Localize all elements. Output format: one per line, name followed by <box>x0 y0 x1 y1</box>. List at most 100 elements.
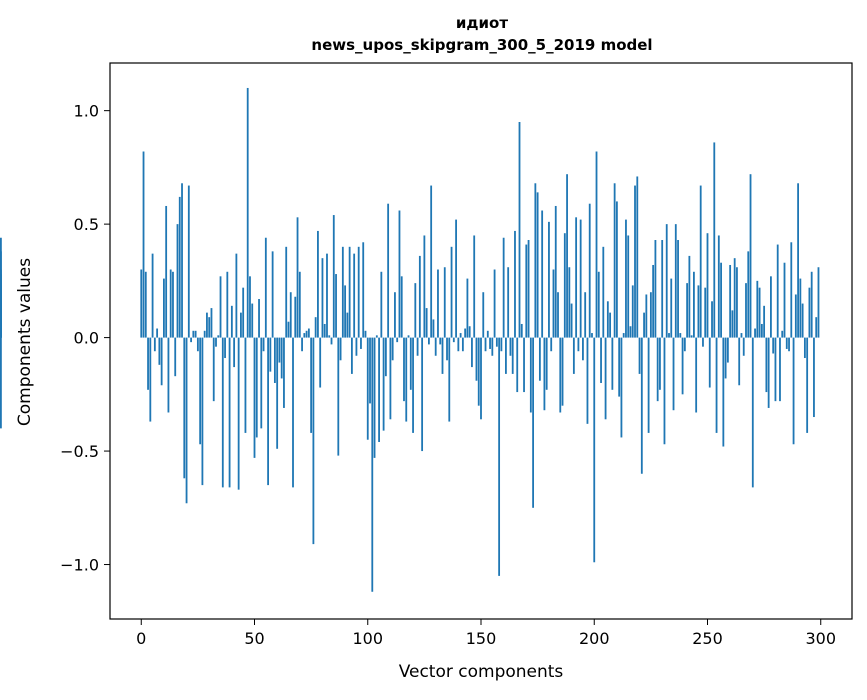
bar <box>328 335 331 338</box>
bar <box>443 267 446 338</box>
bar <box>538 337 541 381</box>
bar <box>620 337 623 438</box>
bar <box>430 185 433 338</box>
bar <box>742 337 745 356</box>
bar <box>219 276 222 338</box>
bar <box>287 321 290 338</box>
bar <box>224 337 226 359</box>
bar <box>561 337 564 406</box>
bar <box>208 317 211 338</box>
bar <box>307 328 310 338</box>
bar <box>663 337 666 445</box>
bar <box>228 337 231 488</box>
bar <box>233 337 236 368</box>
bar <box>649 292 652 338</box>
bar <box>536 192 539 338</box>
bar <box>679 333 682 338</box>
bar <box>226 271 229 338</box>
bar <box>799 278 802 338</box>
bar <box>670 278 673 338</box>
bar <box>217 335 220 338</box>
bar <box>178 196 181 338</box>
bar <box>360 337 362 349</box>
bar <box>416 337 419 356</box>
bar <box>736 267 738 338</box>
bar <box>369 337 371 404</box>
bar <box>371 337 374 592</box>
x-tick-label: 100 <box>352 629 383 648</box>
bar <box>622 333 625 338</box>
bar <box>668 333 670 338</box>
bar <box>523 337 525 393</box>
bar <box>330 337 333 345</box>
bar <box>577 337 580 352</box>
bar <box>457 337 460 352</box>
bar <box>355 337 358 356</box>
bar <box>715 337 718 433</box>
bar <box>606 301 609 338</box>
bar <box>335 274 337 338</box>
y-axis-label: Components values <box>15 258 35 426</box>
bar <box>597 271 600 338</box>
bar <box>387 203 390 338</box>
bar <box>593 337 596 563</box>
bar <box>446 337 448 361</box>
bar <box>552 269 555 338</box>
bar <box>403 337 405 402</box>
bar <box>181 183 183 338</box>
bar <box>568 267 571 338</box>
bar <box>625 219 627 338</box>
bar <box>790 242 793 338</box>
bar <box>758 287 761 338</box>
bar <box>294 296 297 338</box>
bar <box>699 185 702 338</box>
bar <box>724 337 727 379</box>
bar <box>681 337 684 395</box>
bar <box>364 330 367 338</box>
bar <box>693 271 695 338</box>
bar <box>199 337 202 445</box>
bar <box>480 337 482 420</box>
bar <box>312 337 315 545</box>
bar <box>285 246 288 338</box>
bar <box>194 330 197 338</box>
x-axis-ticks: 0 50 100 150 200 250 300 <box>136 619 836 648</box>
bar <box>237 337 240 490</box>
bar <box>688 255 691 338</box>
bar <box>160 337 163 386</box>
bar <box>751 337 754 488</box>
bar <box>511 337 514 374</box>
bar <box>584 292 587 338</box>
chart-subtitle: news_upos_skipgram_300_5_2019 model <box>311 36 652 54</box>
bar <box>176 224 179 338</box>
bar <box>738 337 741 386</box>
bar <box>781 330 784 338</box>
bar <box>726 337 729 363</box>
bar <box>201 337 204 486</box>
bar <box>246 87 249 338</box>
bar <box>783 262 786 338</box>
bar <box>808 287 811 338</box>
bar <box>813 337 815 418</box>
bar <box>169 269 172 338</box>
bar <box>310 337 313 433</box>
bar <box>428 337 430 345</box>
bar <box>661 240 664 338</box>
bar <box>776 244 779 338</box>
bar <box>559 337 562 413</box>
bar <box>151 253 154 338</box>
bar <box>0 337 2 429</box>
bar <box>362 242 365 338</box>
bar <box>674 224 677 338</box>
bar <box>409 337 412 390</box>
bar <box>500 337 503 352</box>
bar <box>731 310 734 338</box>
bar <box>0 328 2 338</box>
bar <box>652 264 655 338</box>
bar <box>140 269 143 338</box>
bar <box>695 337 698 413</box>
bar <box>772 337 775 354</box>
bar <box>203 330 206 338</box>
bar <box>251 303 254 338</box>
